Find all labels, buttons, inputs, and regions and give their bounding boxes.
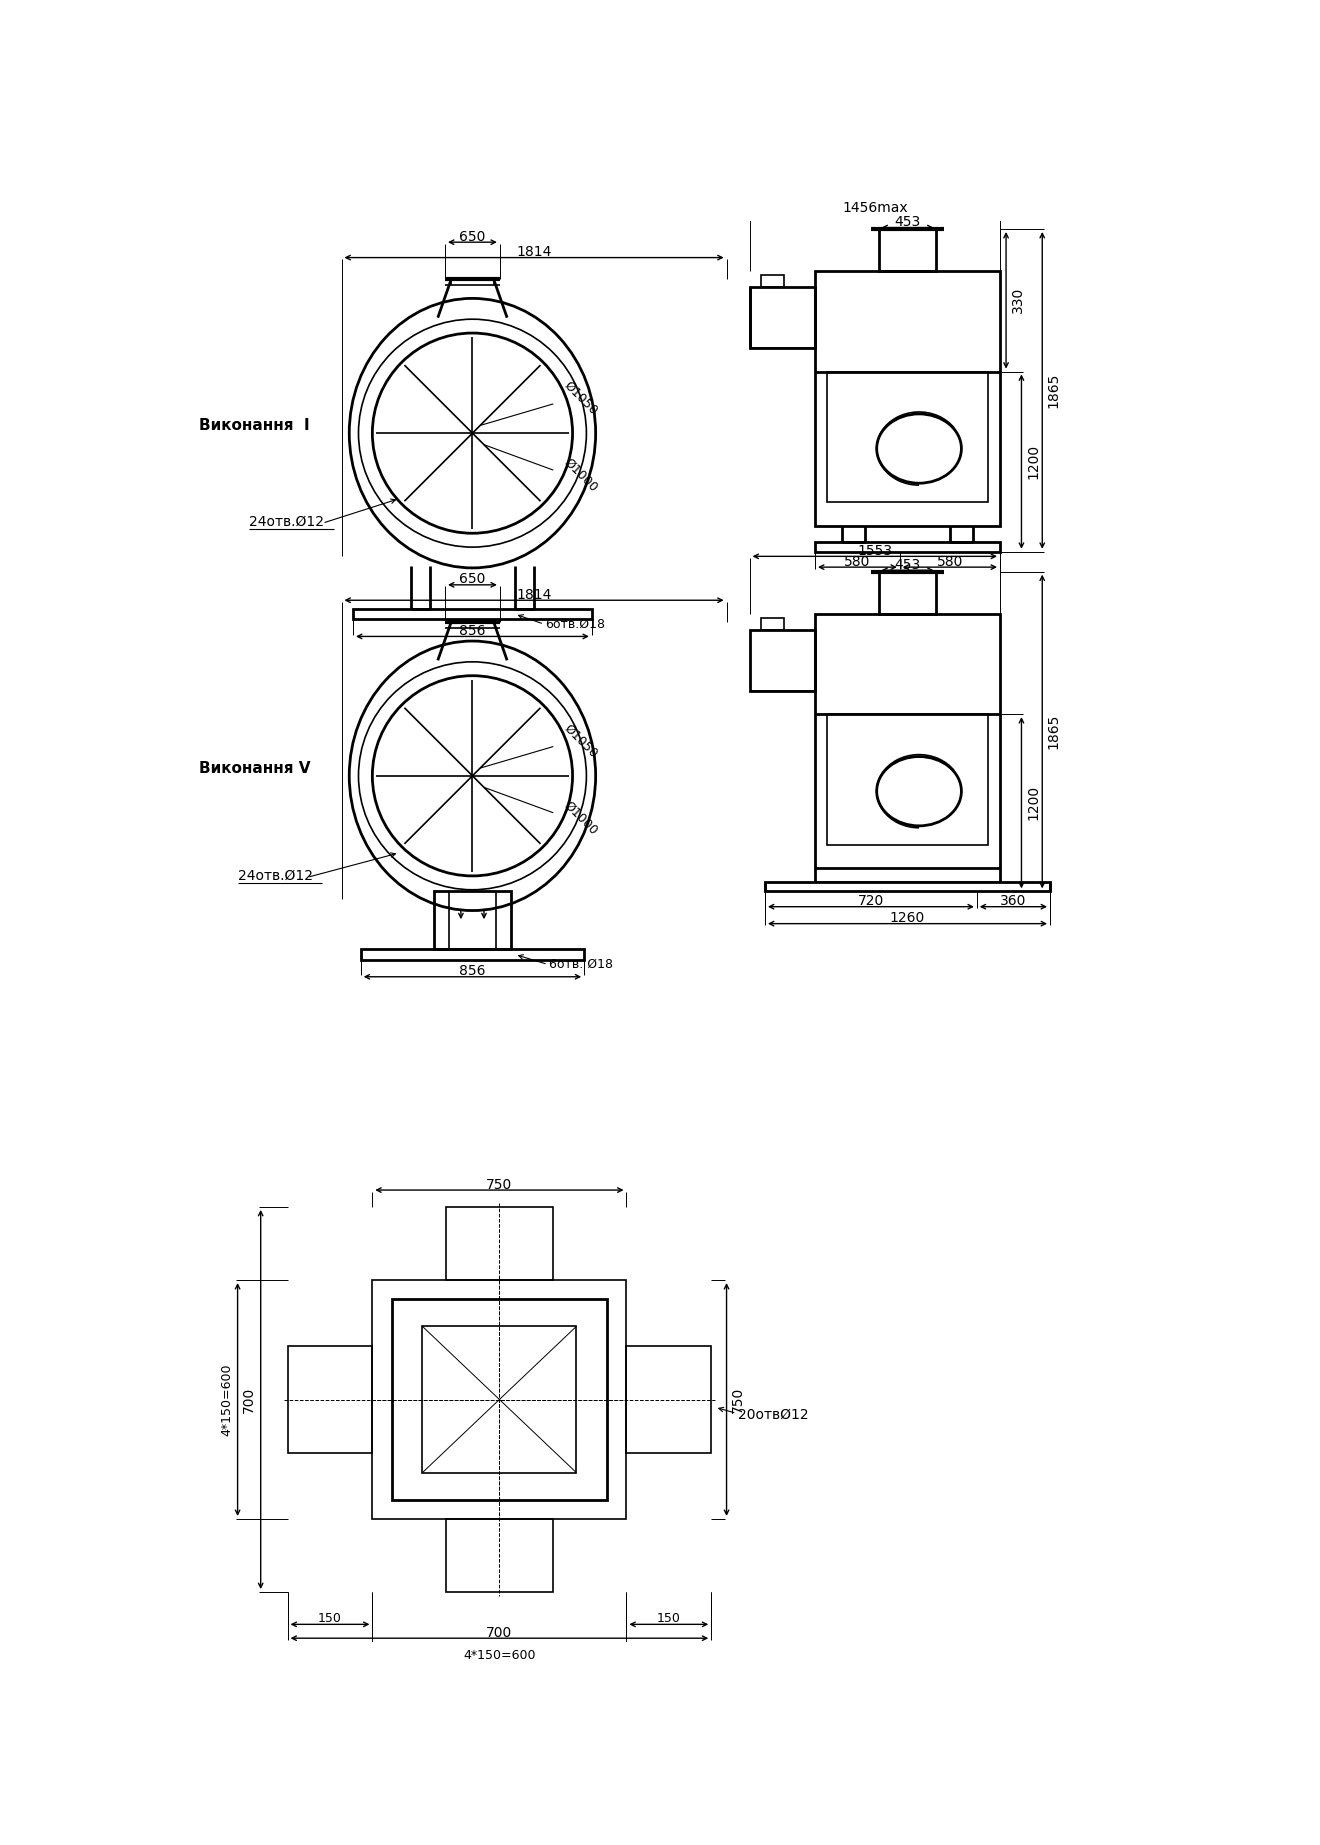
Bar (372, 1280, 627, 1518)
Text: 580: 580 (937, 555, 964, 568)
Text: 1865: 1865 (1047, 714, 1061, 749)
Bar (392, 1299, 607, 1500)
Bar (446, 1207, 553, 1280)
Bar (354, 609, 591, 620)
Text: 24отв.Ø12: 24отв.Ø12 (238, 869, 313, 884)
Text: 580: 580 (845, 555, 871, 568)
Bar (816, 271, 1001, 526)
Text: 6отв.Ø18: 6отв.Ø18 (545, 618, 606, 631)
Text: 330: 330 (1011, 288, 1024, 314)
Text: 4*150=600: 4*150=600 (220, 1363, 234, 1435)
Bar (446, 1518, 553, 1592)
Text: Виконання V: Виконання V (199, 760, 310, 775)
Text: 20отвØ12: 20отвØ12 (738, 1408, 809, 1422)
Text: Ø1050: Ø1050 (561, 721, 599, 760)
Text: 453: 453 (895, 557, 920, 572)
Bar (826, 371, 989, 502)
Text: 453: 453 (895, 216, 920, 229)
Bar (766, 882, 1049, 891)
Text: 720: 720 (858, 895, 884, 908)
Bar (627, 1345, 711, 1454)
Text: 1553: 1553 (857, 544, 892, 557)
Text: Ø1050: Ø1050 (561, 378, 599, 417)
Text: 700: 700 (242, 1386, 256, 1413)
Bar (879, 229, 936, 271)
Bar (879, 572, 936, 614)
Text: 750: 750 (486, 1177, 512, 1192)
Bar (816, 542, 1001, 552)
Text: 1814: 1814 (516, 589, 552, 601)
Text: 1200: 1200 (1026, 445, 1040, 480)
Bar (288, 1345, 372, 1454)
Bar (750, 286, 816, 349)
Text: 24отв.Ø12: 24отв.Ø12 (249, 515, 325, 530)
Text: 1200: 1200 (1026, 786, 1040, 821)
Text: Ø1000: Ø1000 (561, 799, 599, 838)
Text: 1814: 1814 (516, 245, 552, 258)
Text: 750: 750 (731, 1386, 746, 1413)
Text: 1865: 1865 (1047, 373, 1061, 408)
Text: 150: 150 (657, 1613, 681, 1625)
Text: 700: 700 (486, 1625, 512, 1640)
Bar (434, 891, 511, 948)
Text: 856: 856 (459, 624, 486, 638)
Text: 4*150=600: 4*150=600 (463, 1649, 536, 1662)
Text: 650: 650 (459, 231, 486, 244)
Bar (816, 614, 1001, 869)
Bar (750, 629, 816, 692)
Bar (762, 275, 784, 286)
Text: Виконання  І: Виконання І (199, 419, 310, 434)
Text: Ø1000: Ø1000 (561, 456, 599, 494)
Bar (762, 618, 784, 629)
Text: 650: 650 (459, 572, 486, 587)
Text: 1456max: 1456max (842, 201, 908, 216)
Text: 6отв. Ø18: 6отв. Ø18 (549, 958, 614, 970)
Bar (826, 714, 989, 845)
Bar (360, 948, 585, 959)
Bar (422, 1327, 577, 1472)
Text: 856: 856 (459, 965, 486, 978)
Text: 1260: 1260 (890, 911, 925, 924)
Text: 360: 360 (1001, 895, 1027, 908)
Text: 150: 150 (318, 1613, 342, 1625)
